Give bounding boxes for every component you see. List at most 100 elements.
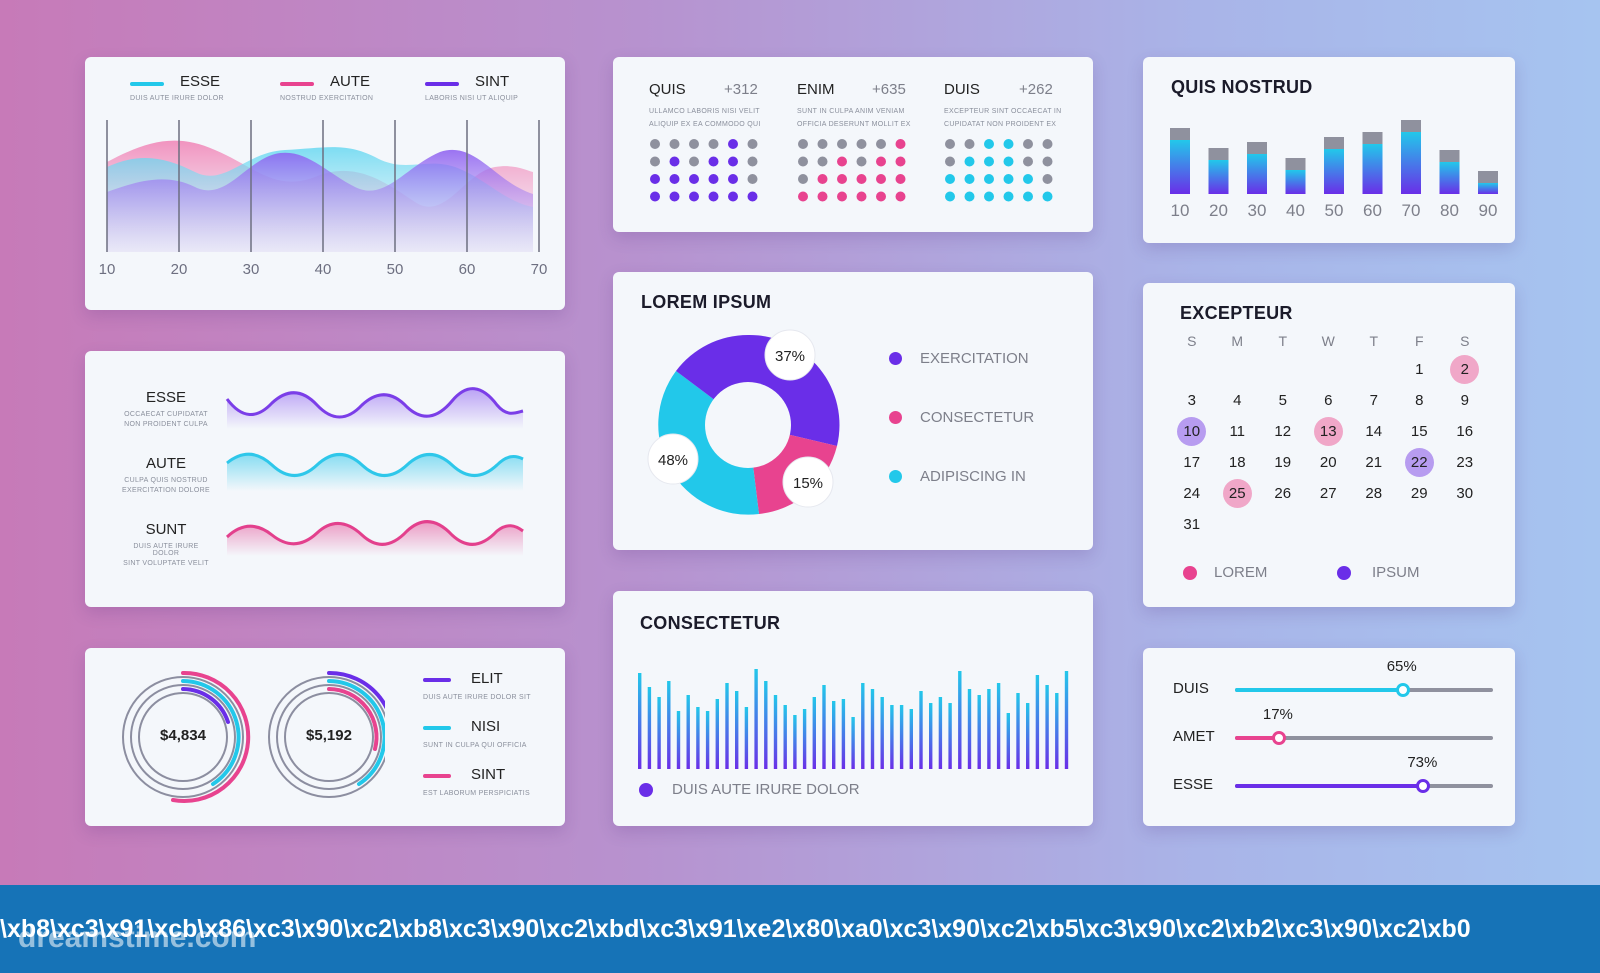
- dot: [1042, 174, 1053, 184]
- calendar-day-highlighted[interactable]: 25: [1222, 479, 1252, 508]
- calendar-day[interactable]: 14: [1365, 423, 1383, 440]
- wave-sublabel: EXERCITATION DOLORE: [122, 487, 210, 494]
- bar-cap: [1208, 148, 1229, 160]
- legend-sublabel: EST LABORUM PERSPICIATIS: [423, 790, 530, 797]
- calendar-day[interactable]: 17: [1183, 454, 1201, 471]
- dot: [798, 156, 808, 167]
- calendar-day[interactable]: 28: [1365, 485, 1383, 502]
- dot: [895, 139, 906, 149]
- dot: [689, 139, 699, 149]
- calendar-day[interactable]: 9: [1460, 392, 1469, 409]
- thin-bar: [657, 697, 661, 769]
- slider-handle[interactable]: [1416, 779, 1431, 793]
- calendar-day-highlighted[interactable]: 22: [1404, 448, 1434, 477]
- weekday-header: T: [1278, 333, 1288, 349]
- card-title: LOREM IPSUM: [641, 292, 772, 312]
- thin-bar: [812, 697, 816, 769]
- thin-bar: [890, 705, 894, 769]
- ring-2-arc-pink: [327, 687, 379, 751]
- calendar-day[interactable]: 20: [1319, 454, 1337, 471]
- calendar-day[interactable]: 21: [1365, 454, 1383, 471]
- legend-dot: [889, 411, 902, 424]
- bar-cap: [1247, 142, 1267, 154]
- dot: [650, 191, 660, 202]
- calendar-day[interactable]: 7: [1369, 392, 1378, 409]
- calendar-day[interactable]: 18: [1228, 454, 1246, 471]
- calendar-day[interactable]: 23: [1456, 454, 1474, 471]
- x-tick: 70: [531, 261, 548, 278]
- x-tick: 80: [1440, 201, 1459, 220]
- bar-cap: [1478, 171, 1498, 183]
- calendar-day-highlighted[interactable]: 2: [1450, 355, 1480, 384]
- dot: [964, 139, 975, 149]
- donut-label-37: 37%: [764, 329, 816, 381]
- wave-label: SUNT: [145, 521, 187, 538]
- calendar-day[interactable]: 4: [1233, 392, 1242, 409]
- thin-bar: [1055, 693, 1059, 769]
- dot: [856, 174, 867, 184]
- dot: [945, 174, 955, 184]
- dot: [964, 156, 975, 167]
- calendar-day[interactable]: 16: [1456, 423, 1474, 440]
- slider-label: ESSE: [1173, 776, 1214, 793]
- legend-label: AUTE: [330, 73, 371, 90]
- thin-bar: [909, 709, 913, 769]
- dot: [837, 191, 847, 202]
- bar: [1362, 144, 1383, 194]
- dot: [747, 174, 758, 184]
- calendar-day[interactable]: 6: [1324, 392, 1333, 409]
- watermark-bar: \xb8\xc3\x91\xcb\x86\xc3\x90\xc2\xb8\xc3…: [0, 885, 1600, 973]
- dot: [817, 174, 828, 184]
- calendar-day[interactable]: 19: [1274, 454, 1292, 471]
- x-tick: 10: [99, 261, 116, 278]
- slider-track[interactable]: 73%: [1235, 754, 1493, 793]
- ring-2: [268, 670, 385, 798]
- calendar-day[interactable]: 27: [1319, 485, 1337, 502]
- slider-track[interactable]: 65%: [1235, 658, 1493, 697]
- calendar-day[interactable]: 30: [1456, 485, 1474, 502]
- dot: [837, 156, 847, 167]
- calendar-day[interactable]: 29: [1410, 485, 1428, 502]
- thin-bar: [802, 709, 807, 769]
- calendar-day[interactable]: 8: [1415, 392, 1424, 409]
- calendar-day[interactable]: 1: [1415, 361, 1424, 378]
- ring-1-arc-pink: [171, 670, 251, 803]
- wave-fill-esse: [227, 388, 523, 429]
- calendar-day[interactable]: 3: [1187, 392, 1196, 409]
- calendar-day[interactable]: 15: [1410, 423, 1428, 440]
- dot: [1023, 156, 1033, 167]
- donut-card: LOREM IPSUM 37% 15% 48% EXERCITATIO: [613, 272, 1093, 550]
- bar-cap: [1170, 128, 1190, 140]
- dot: [708, 156, 719, 167]
- slider-handle[interactable]: [1395, 683, 1410, 697]
- thin-bar: [715, 699, 719, 769]
- wave-sublabel: NON PROIDENT CULPA: [124, 421, 208, 428]
- wave-label: ESSE: [145, 389, 187, 406]
- dot-group-sublabel: CUPIDATAT NON PROIDENT EX: [944, 121, 1057, 128]
- calendar-day[interactable]: 31: [1183, 516, 1201, 533]
- dot: [817, 191, 828, 202]
- bar: [1401, 132, 1421, 194]
- thin-bar: [919, 691, 923, 769]
- legend-label: LOREM: [1214, 564, 1268, 581]
- calendar-day[interactable]: 26: [1274, 485, 1292, 502]
- dot: [817, 156, 828, 167]
- slider-track[interactable]: 17%: [1235, 706, 1493, 745]
- calendar-day[interactable]: 24: [1183, 485, 1201, 502]
- dot: [728, 139, 738, 149]
- thin-bar: [938, 697, 943, 769]
- thin-bar: [725, 683, 729, 769]
- calendar-day[interactable]: 11: [1229, 423, 1246, 440]
- calendar-day[interactable]: 12: [1274, 423, 1292, 440]
- dot-group-label: ENIM: [797, 81, 835, 98]
- slider-handle[interactable]: [1271, 731, 1286, 745]
- thin-bar: [744, 707, 749, 769]
- wave-sublabel: SINT VOLUPTATE VELIT: [123, 560, 209, 567]
- calendar-day-highlighted[interactable]: 13: [1313, 417, 1343, 446]
- calendar-day[interactable]: 5: [1278, 392, 1287, 409]
- dot: [798, 191, 808, 202]
- dot: [945, 156, 955, 167]
- dot: [650, 174, 660, 184]
- calendar-day-highlighted[interactable]: 10: [1177, 417, 1207, 446]
- dot: [708, 174, 719, 184]
